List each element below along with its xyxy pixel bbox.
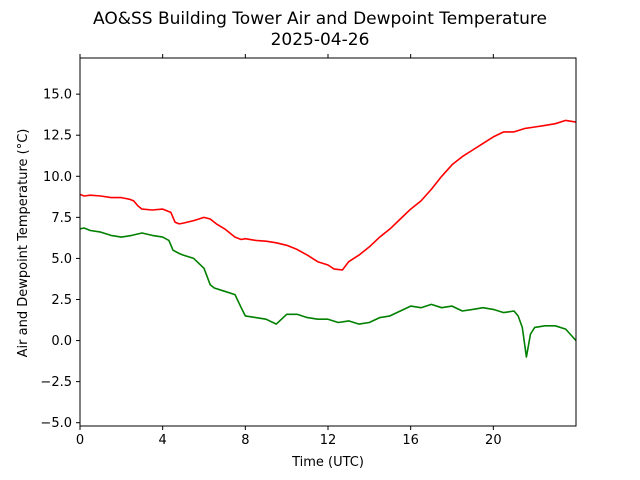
- chart-title: AO&SS Building Tower Air and Dewpoint Te…: [93, 9, 547, 29]
- x-tick-label: 0: [76, 433, 84, 448]
- y-tick-label: 2.5: [51, 293, 72, 308]
- series-line-1: [79, 119, 577, 271]
- y-tick-label: −5.0: [40, 416, 72, 431]
- y-tick-label: 7.5: [51, 211, 72, 226]
- y-tick-label: 15.0: [43, 88, 72, 103]
- x-tick-label: 8: [241, 433, 249, 448]
- plot-frame: [79, 57, 577, 427]
- plot-area: [79, 119, 577, 358]
- y-tick-label: 5.0: [51, 252, 72, 267]
- series-line-2: [79, 227, 577, 358]
- chart-subtitle: 2025-04-26: [271, 30, 370, 50]
- y-axis: −5.0 −2.5 0.0 2.5 5.0 7.5 10.0 12.5 15.0: [40, 88, 80, 431]
- x-tick-label: 16: [402, 433, 419, 448]
- x-axis-label: Time (UTC): [291, 455, 364, 470]
- y-tick-label: 0.0: [51, 334, 72, 349]
- x-tick-label: 4: [159, 433, 167, 448]
- x-tick-label: 20: [485, 433, 502, 448]
- x-tick-label: 12: [320, 433, 337, 448]
- y-tick-label: 10.0: [43, 170, 72, 185]
- y-tick-label: −2.5: [40, 375, 72, 390]
- x-axis: 0 4 8 12 16 20: [76, 54, 502, 448]
- y-tick-label: 12.5: [43, 129, 72, 144]
- y-axis-label: Air and Dewpoint Temperature (°C): [16, 129, 31, 358]
